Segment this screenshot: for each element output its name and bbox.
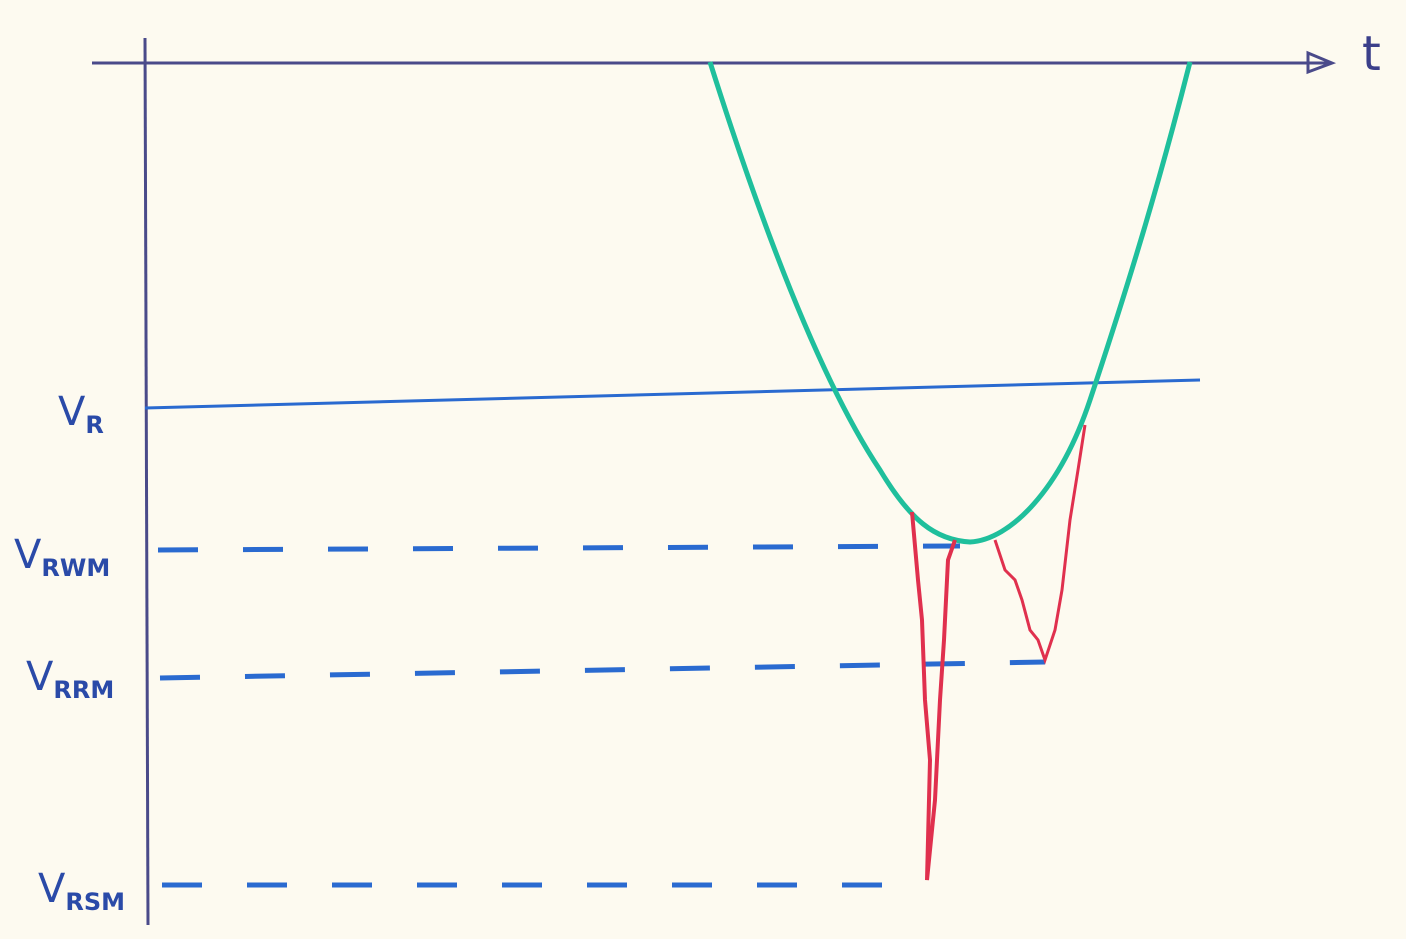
diagram: t VR VRWM VRRM VRSM xyxy=(0,0,1406,939)
time-label: t xyxy=(1362,26,1381,82)
page: {"axis": {"time_label": "t"}, "levels": … xyxy=(0,0,1406,939)
background xyxy=(0,0,1406,939)
